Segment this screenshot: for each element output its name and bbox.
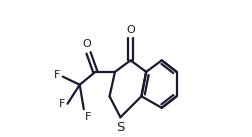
Text: O: O	[126, 25, 134, 35]
Text: F: F	[54, 70, 60, 80]
Text: F: F	[59, 99, 65, 109]
Text: O: O	[82, 39, 91, 49]
Text: F: F	[85, 112, 91, 122]
Text: S: S	[116, 121, 124, 134]
